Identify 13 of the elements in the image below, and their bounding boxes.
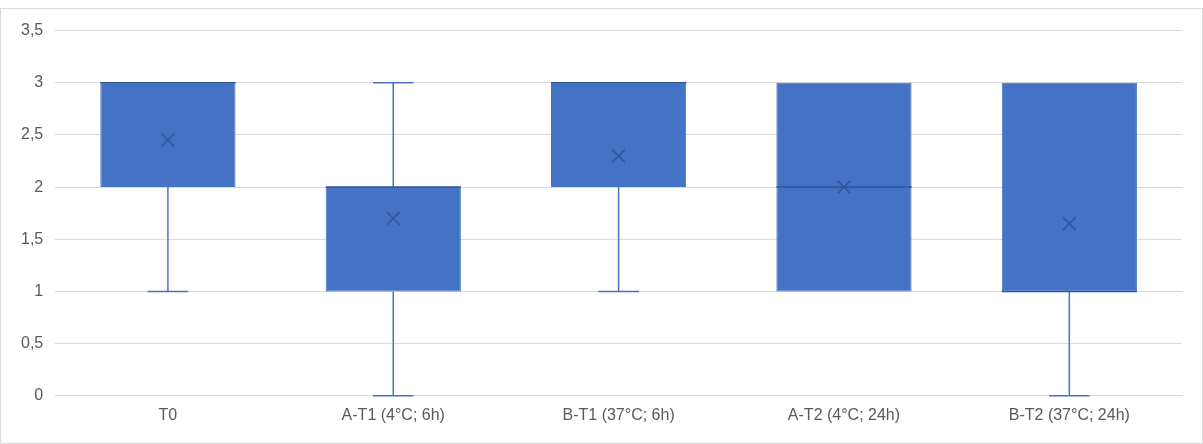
- y-tick-label: 0: [34, 386, 44, 404]
- x-tick-label: T0: [158, 405, 178, 423]
- y-tick-label: 1: [34, 281, 44, 299]
- y-tick-label: 0,5: [20, 334, 44, 352]
- y-tick-label: 3,5: [20, 21, 44, 39]
- y-tick-label: 2: [34, 177, 44, 195]
- x-tick-label: A-T1 (4°C; 6h): [341, 405, 445, 423]
- y-tick-label: 2,5: [20, 125, 44, 143]
- y-tick-label: 1,5: [20, 229, 44, 247]
- y-tick-label: 3: [34, 73, 44, 91]
- x-tick-label: B-T2 (37°C; 24h): [1008, 405, 1130, 423]
- x-tick-label: B-T1 (37°C; 6h): [562, 405, 675, 423]
- x-tick-label: A-T2 (4°C; 24h): [787, 405, 901, 423]
